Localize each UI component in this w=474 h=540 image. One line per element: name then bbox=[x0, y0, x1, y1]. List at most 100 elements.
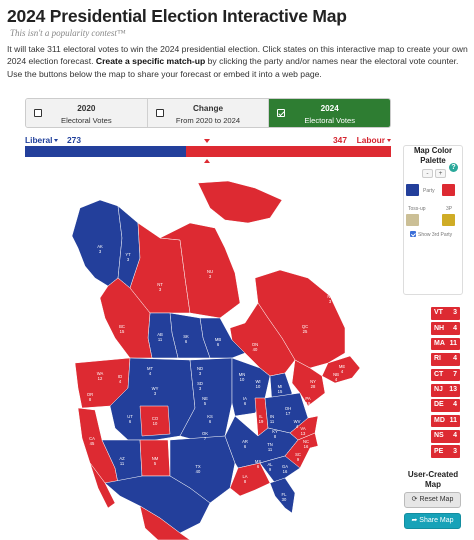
small-state-button[interactable]: RI 4 bbox=[431, 353, 460, 366]
state-votes-label: 3 bbox=[127, 257, 130, 262]
region-pennsylvania-ny[interactable] bbox=[291, 359, 326, 407]
labour-vote-count: 347 bbox=[333, 135, 347, 145]
tagline: This isn't a popularity contest™ bbox=[10, 28, 126, 38]
intro-part-2: by clicking the party and/or names near … bbox=[7, 56, 459, 79]
state-abbr-label: TN bbox=[267, 442, 273, 447]
state-votes-label: 40 bbox=[253, 347, 258, 352]
state-votes-label: 4 bbox=[149, 371, 152, 376]
state-votes-label: 4 bbox=[341, 369, 344, 374]
checked-checkbox-icon bbox=[277, 109, 286, 117]
state-votes-label: 3 bbox=[154, 391, 157, 396]
region-mexico-south[interactable] bbox=[139, 505, 191, 540]
labour-party-selector[interactable]: Labour bbox=[357, 135, 391, 145]
small-state-abbr: CT bbox=[434, 370, 444, 378]
palette-increase-button[interactable]: + bbox=[435, 169, 446, 178]
region-alaska[interactable] bbox=[71, 199, 123, 287]
state-abbr-label: KY bbox=[272, 429, 278, 434]
labour-color-swatch[interactable] bbox=[442, 184, 455, 196]
small-state-button[interactable]: DE 4 bbox=[431, 399, 460, 412]
palette-decrease-button[interactable]: - bbox=[422, 169, 433, 178]
reset-icon: ⟳ bbox=[411, 496, 418, 503]
state-abbr-label: WI bbox=[255, 379, 260, 384]
intro-bold-link: Create a specific match-up bbox=[95, 56, 206, 67]
state-votes-label: 19 bbox=[306, 401, 311, 406]
region-mexico-north[interactable] bbox=[104, 475, 211, 534]
third-party-color-swatch[interactable] bbox=[442, 214, 455, 226]
small-state-votes: 3 bbox=[453, 447, 457, 455]
state-abbr-label: NM bbox=[152, 456, 159, 461]
region-florida[interactable] bbox=[269, 477, 296, 514]
state-abbr-label: OK bbox=[202, 431, 208, 436]
state-votes-label: 9 bbox=[297, 457, 300, 462]
small-state-button[interactable]: NH 4 bbox=[431, 322, 460, 336]
state-abbr-label: AB bbox=[157, 332, 163, 337]
caret-down-icon bbox=[387, 139, 391, 142]
map-regions bbox=[71, 180, 361, 540]
region-nunavut[interactable] bbox=[159, 222, 241, 319]
state-votes-label: 30 bbox=[282, 497, 287, 502]
state-abbr-label: UT bbox=[127, 414, 133, 419]
state-votes-label: 4 bbox=[335, 377, 338, 382]
small-state-votes: 7 bbox=[453, 370, 457, 378]
liberal-party-selector[interactable]: Liberal bbox=[25, 135, 59, 145]
tab-2024[interactable]: 2024 Electoral Votes bbox=[269, 99, 390, 127]
region-colorado[interactable] bbox=[139, 405, 171, 437]
liberal-color-swatch[interactable] bbox=[406, 184, 419, 196]
tab-change[interactable]: Change From 2020 to 2024 bbox=[147, 99, 270, 127]
small-state-button[interactable]: NJ 13 bbox=[431, 383, 460, 397]
state-abbr-label: GA bbox=[282, 464, 288, 469]
state-abbr-label: MS bbox=[255, 459, 261, 464]
map-color-palette: Map Color Palette ? - + Party Toss-up 3P… bbox=[403, 145, 463, 295]
show-third-party-checkbox[interactable] bbox=[410, 231, 416, 237]
state-votes-label: 6 bbox=[129, 419, 132, 424]
small-state-abbr: MA bbox=[434, 339, 445, 347]
state-votes-label: 4 bbox=[119, 379, 122, 384]
tab-title: 2024 bbox=[320, 104, 339, 113]
small-state-button[interactable]: NS 4 bbox=[431, 430, 460, 443]
state-abbr-label: IL bbox=[259, 414, 263, 419]
state-abbr-label: MT bbox=[147, 366, 153, 371]
reset-label: Reset Map bbox=[419, 496, 454, 503]
help-icon[interactable]: ? bbox=[449, 163, 458, 172]
state-votes-label: 10 bbox=[240, 377, 245, 382]
share-map-button[interactable]: ➦ Share Map bbox=[404, 513, 461, 529]
state-votes-label: 6 bbox=[244, 401, 247, 406]
state-abbr-label: NT bbox=[157, 282, 163, 287]
state-abbr-label: NV bbox=[105, 419, 111, 424]
state-abbr-label: AZ bbox=[119, 456, 125, 461]
state-votes-label: 3 bbox=[209, 274, 212, 279]
state-votes-label: 3 bbox=[329, 299, 332, 304]
state-abbr-label: NL bbox=[327, 294, 333, 299]
liberal-party-name: Liberal bbox=[25, 135, 53, 145]
small-state-button[interactable]: MD 11 bbox=[431, 414, 460, 428]
reset-map-button[interactable]: ⟳ Reset Map bbox=[404, 492, 461, 508]
state-votes-label: 13 bbox=[301, 431, 306, 436]
state-votes-label: 8 bbox=[244, 479, 247, 484]
state-abbr-label: BC bbox=[119, 324, 125, 329]
small-state-votes: 3 bbox=[453, 309, 457, 317]
small-state-button[interactable]: MA 11 bbox=[431, 337, 460, 351]
state-abbr-label: NY bbox=[310, 379, 316, 384]
liberal-vote-count: 273 bbox=[67, 135, 81, 145]
region-carolinas[interactable] bbox=[284, 432, 319, 469]
caret-down-icon bbox=[54, 139, 59, 142]
tossup-color-swatch[interactable] bbox=[406, 214, 419, 226]
region-gulf[interactable] bbox=[229, 462, 271, 497]
region-arctic-islands[interactable] bbox=[197, 180, 283, 224]
state-abbr-label: CO bbox=[152, 416, 159, 421]
state-abbr-label: ME bbox=[339, 364, 345, 369]
state-abbr-label: ON bbox=[252, 342, 258, 347]
region-baja[interactable] bbox=[89, 462, 116, 509]
small-state-button[interactable]: VT 3 bbox=[431, 307, 460, 320]
tab-2020[interactable]: 2020 Electoral Votes bbox=[26, 99, 148, 127]
state-votes-label: 11 bbox=[270, 419, 275, 424]
state-abbr-label: IN bbox=[270, 414, 274, 419]
small-state-button[interactable]: CT 7 bbox=[431, 368, 460, 382]
state-votes-label: 45 bbox=[90, 441, 95, 446]
state-abbr-label: AL bbox=[267, 462, 273, 467]
state-votes-label: 15 bbox=[278, 389, 283, 394]
intro-part-1: It will take 311 electoral votes to win … bbox=[7, 44, 468, 67]
vote-counter-labels: Liberal 273 347 Labour bbox=[25, 135, 391, 146]
small-state-abbr: VT bbox=[434, 309, 443, 317]
small-state-button[interactable]: PE 3 bbox=[431, 445, 460, 459]
